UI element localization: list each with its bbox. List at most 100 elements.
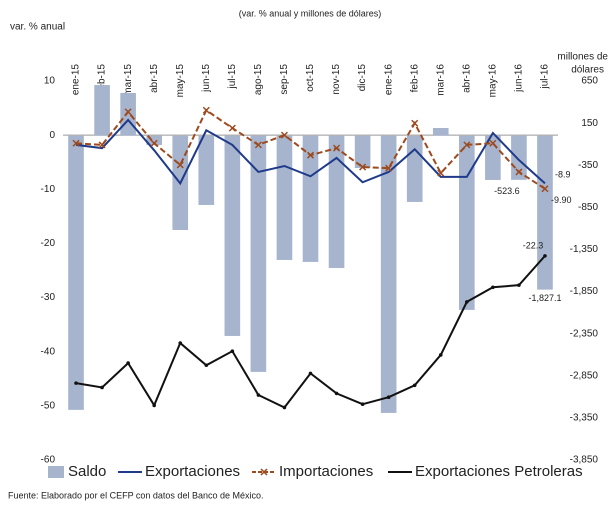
legend-label: Exportaciones Petroleras — [415, 463, 583, 480]
bar — [146, 135, 162, 146]
y-tick-label: -10 — [41, 184, 56, 195]
legend-label: Exportaciones — [145, 463, 240, 480]
x-tick-label: feb-16 — [409, 64, 420, 93]
source-note: Fuente: Elaborado por el CEFP con datos … — [8, 490, 264, 500]
marker — [360, 402, 365, 407]
x-tick-label: ene-15 — [71, 64, 82, 96]
bar — [354, 135, 371, 169]
y2-tick-label: -1,350 — [570, 244, 599, 255]
data-label: -9.90 — [551, 195, 572, 205]
marker — [334, 391, 339, 396]
marker — [98, 141, 106, 149]
legend-label: Importaciones — [279, 463, 373, 480]
line-series — [75, 118, 546, 186]
y2-tick-label: -3,850 — [570, 455, 599, 466]
marker — [385, 164, 393, 172]
x-tick-label: may-15 — [175, 64, 186, 98]
x-tick-label: jul-16 — [540, 64, 551, 90]
x-tick-label: nov-15 — [331, 64, 342, 95]
x-tick-label: may-16 — [488, 64, 499, 98]
marker — [412, 383, 417, 388]
x-tick-label: jun-16 — [514, 64, 525, 93]
y2-axis-label: dólares — [571, 65, 604, 76]
marker — [230, 349, 235, 353]
x-tick-label: jul-15 — [227, 64, 238, 90]
marker — [411, 119, 419, 127]
marker — [254, 141, 262, 149]
bar — [537, 135, 553, 290]
marker — [333, 144, 341, 152]
y2-tick-label: -850 — [578, 202, 598, 213]
bar — [120, 92, 136, 136]
x-tick-label: ene-16 — [383, 64, 394, 96]
y-tick-label: -40 — [41, 346, 56, 357]
y-axis-label: var. % anual — [10, 22, 65, 33]
legend-label: Saldo — [68, 463, 106, 480]
marker — [152, 403, 156, 408]
marker — [150, 139, 158, 147]
marker — [386, 395, 391, 399]
marker — [176, 161, 184, 169]
x-tick-label: mar-15 — [123, 64, 134, 96]
y2-tick-label: -3,350 — [570, 413, 599, 424]
legend-swatch — [48, 466, 64, 478]
bar — [198, 135, 215, 205]
bar — [511, 135, 527, 180]
marker — [178, 341, 183, 345]
x-tick-label: feb-15 — [97, 64, 108, 93]
x-tick-label: abr-16 — [461, 64, 472, 93]
marker — [202, 106, 210, 114]
bar — [432, 127, 449, 136]
bar — [459, 135, 475, 310]
marker — [282, 405, 287, 410]
bar — [380, 135, 397, 413]
y2-tick-label: 650 — [581, 76, 598, 87]
y2-tick-label: 150 — [581, 118, 598, 129]
marker — [308, 371, 313, 376]
bar — [276, 135, 293, 260]
marker — [359, 163, 367, 171]
marker — [541, 185, 549, 193]
bar — [68, 135, 84, 410]
data-label: -22.3 — [523, 240, 544, 250]
marker — [543, 254, 547, 258]
marker — [438, 353, 443, 357]
marker — [306, 151, 315, 159]
marker — [256, 393, 261, 397]
y2-axis-label: millones de — [557, 52, 608, 63]
y2-tick-label: -2,350 — [570, 328, 599, 339]
y-tick-label: -30 — [41, 292, 56, 303]
x-tick-label: ago-15 — [253, 64, 264, 96]
marker — [204, 363, 209, 368]
marker — [280, 131, 288, 139]
bar — [94, 85, 110, 136]
y-tick-label: -20 — [41, 238, 56, 249]
marker — [74, 381, 78, 385]
x-tick-label: oct-15 — [305, 64, 316, 92]
marker — [489, 139, 497, 147]
y-tick-label: -50 — [41, 400, 56, 411]
y2-tick-label: -1,850 — [570, 286, 599, 297]
y-tick-label: 10 — [44, 76, 56, 87]
marker — [100, 385, 104, 390]
marker — [126, 361, 130, 365]
y2-tick-label: -2,850 — [570, 370, 599, 381]
marker — [517, 283, 521, 287]
x-tick-label: dic-15 — [357, 64, 368, 92]
marker — [437, 169, 445, 177]
x-tick-label: abr-15 — [149, 64, 160, 93]
bar — [302, 135, 319, 262]
bar — [328, 135, 345, 268]
x-tick-label: sep-15 — [279, 64, 290, 95]
bar — [406, 135, 423, 202]
marker — [491, 285, 495, 290]
marker — [228, 124, 236, 132]
chart-title: (var. % anual y millones de dólares) — [239, 8, 382, 18]
marker — [515, 168, 523, 176]
marker — [72, 139, 80, 147]
marker — [463, 141, 471, 149]
legend-marker — [260, 468, 268, 476]
bar — [250, 135, 267, 372]
data-label: -8.9 — [555, 170, 571, 180]
